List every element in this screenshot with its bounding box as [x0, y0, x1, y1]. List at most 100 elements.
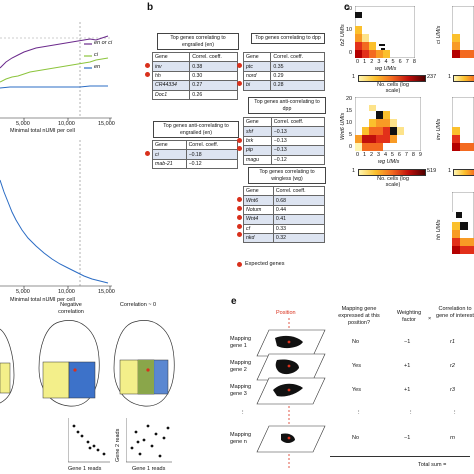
mapping-gene-label: Mapping gene 3 [230, 384, 252, 397]
panel-label-e: e [231, 296, 237, 307]
expected-gene-dot [237, 232, 242, 237]
table-en-anticorrelating: Gene Correl. coeff. ci −0.18 mab-21 −0.12 [152, 139, 239, 170]
heatmap-fz2-vs-wg [355, 6, 415, 58]
panel-label-c: c [344, 2, 350, 13]
gene-cell: inv [151, 61, 191, 72]
mapping-gene-1-slice [256, 329, 326, 357]
expected-gene-dot [237, 206, 242, 211]
legend-en-or-ci: en or ci [94, 40, 113, 46]
heatmap2-xlabel: wg UMIs [378, 159, 400, 165]
expected-gene-dot [237, 224, 242, 229]
colorbar-label: No. cells (log scale) [377, 176, 409, 188]
gene-cell: shf [243, 126, 272, 137]
heatmap-hh-clipped [452, 192, 474, 254]
x-tick-label: 15,000 [98, 121, 115, 127]
mapping-gene-2-slice [256, 353, 326, 381]
x-axis-label: Minimal total nUMI per cell [10, 128, 75, 134]
table-title-en-anticorrelating: Top genes anti-correlating to engrailed … [153, 121, 239, 138]
weight-value: +1 [404, 363, 411, 369]
expected-gene-dot [237, 81, 242, 86]
expected-gene-dot [237, 138, 242, 143]
decay-curve [0, 179, 109, 284]
right-label-hh: hh UMIs [436, 219, 442, 240]
ellipsis: ⋮ [408, 410, 414, 416]
expected-gene-dot [237, 146, 242, 151]
x-axis-label: Minimal total nUMI per cell [10, 297, 75, 303]
table-dpp-correlating: Gene Correl. coeff. ptc 0.35 nord 0.29 bi 0.… [242, 51, 325, 91]
gene-cell: bi [242, 80, 272, 91]
mapping-gene-n-slice [256, 425, 326, 453]
corr-value: rn [450, 435, 455, 441]
x-tick-label: 5,000 [16, 121, 30, 127]
right-label-inv: inv UMIs [436, 118, 442, 140]
x-tick-label: 5,000 [16, 289, 30, 295]
title-correlation-zero: Correlation ~ 0 [119, 302, 157, 308]
gene-cell: ptc [242, 61, 272, 72]
colorbar-label: No. cells (log scale) [377, 82, 409, 94]
expected-genes-legend: Expected genes [245, 261, 285, 267]
table-wg-correlating: Gene Correl. coeff. Wnt6 0.68 Notum 0.44 Wn… [243, 185, 326, 244]
scatter-zero-correlation [126, 418, 172, 463]
gene-cell: nord [242, 70, 272, 82]
corr-value: r1 [450, 339, 455, 345]
mapping-gene-label: Mapping gene 2 [230, 360, 252, 373]
table-title-dpp-anticorrelating: Top genes anti-correlating to dpp [248, 97, 326, 114]
expected-gene-legend-dot [237, 262, 242, 267]
total-sum-label: Total sum = [418, 462, 447, 468]
column-header-weight: Weighting factor [396, 310, 422, 323]
heatmap2-ylabel: Wnt6 UMIs [340, 112, 346, 140]
gene-cell: hh [151, 70, 191, 82]
column-header-correlation: Correlation to gene of interest [436, 306, 474, 319]
expected-gene-dot [145, 63, 150, 68]
table-title-wg-correlating: Top genes correlating to wingless (wg) [248, 167, 326, 184]
colorbar-ci-clipped [453, 75, 474, 82]
corr-value: r3 [450, 387, 455, 393]
gene-cell: nkd [243, 232, 274, 244]
heatmap-inv-clipped [452, 97, 474, 151]
right-label-ci: ci UMIs [436, 25, 442, 44]
heatmap-wnt6-vs-wg [355, 97, 421, 151]
weight-value: −1 [404, 435, 411, 441]
position-label: Position [276, 310, 296, 316]
heatmap1-xlabel: wg UMIs [375, 66, 397, 72]
legend-ci: ci [94, 52, 98, 58]
y-axis-label: Gene 2 reads [115, 428, 121, 462]
expected-gene-dot [237, 63, 242, 68]
expected-gene-dot [145, 151, 150, 156]
gene-cell: brk [243, 135, 272, 147]
legend-en: en [94, 64, 101, 70]
panel-d-tissue-2 [38, 320, 100, 407]
panel-d-tissue-1 [0, 328, 15, 404]
expected-gene-dot [145, 72, 150, 77]
series-en-or-ci [0, 35, 109, 69]
series-en [0, 85, 108, 89]
panel-d-tissue-3 [113, 320, 175, 407]
column-header-times: × [428, 316, 432, 322]
panel-label-b: b [147, 2, 154, 13]
corr-value: r2 [450, 363, 455, 369]
ellipsis: ⋮ [452, 410, 458, 416]
title-negative-correlation: Negative correlation [58, 302, 84, 315]
weight-value: +1 [404, 387, 411, 393]
expressed-value: No [352, 435, 360, 441]
expected-gene-dot [237, 197, 242, 202]
gene-cell: Wnt6 [243, 195, 274, 206]
gene-cell: CR44334 [151, 80, 191, 91]
gene-cell: Notum [243, 204, 274, 216]
table-title-en-correlating: Top genes correlating to engrailed (en) [157, 33, 239, 50]
table-en-correlating: Gene Correl. coeff. inv 0.38 hh 0.30 CR4433… [151, 51, 238, 100]
gene-cell: ci [152, 149, 187, 160]
x-tick-label: 10,000 [58, 121, 75, 127]
panel-a-top-chart [0, 22, 112, 121]
table-dpp-anticorrelating: Gene Correl. coeff. shf −0.13 brk −0.13 pip… [243, 116, 326, 165]
table-title-dpp-correlating: Top genes correlating to dpp [251, 33, 325, 44]
x-ticks [23, 118, 111, 121]
mapping-gene-label: Mapping gene n [230, 432, 252, 445]
gene-cell: magu [243, 154, 272, 165]
panel-a-bottom-chart [0, 140, 112, 289]
heatmap1-xticks: 0 1 2 3 4 5 6 7 8 [356, 59, 416, 65]
expressed-value: No [352, 339, 360, 345]
heatmap2-xticks: 0 1 2 3 4 5 6 7 8 9 [356, 152, 422, 158]
expressed-value: Yes [352, 387, 361, 393]
colorbar-2 [358, 169, 426, 176]
